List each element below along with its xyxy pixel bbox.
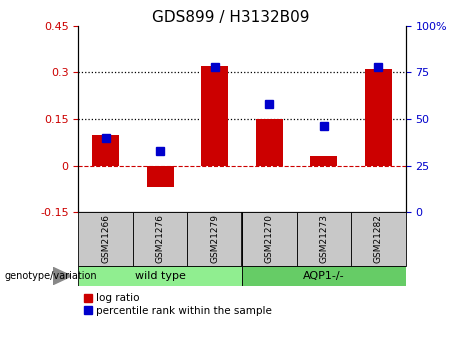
Bar [296,212,351,266]
Bar [92,135,119,166]
Bar [147,166,174,187]
Bar [78,212,133,266]
Bar [242,212,296,266]
Text: AQP1-/-: AQP1-/- [303,271,345,281]
Bar [133,212,188,266]
Text: genotype/variation: genotype/variation [5,271,97,281]
Text: GDS899 / H3132B09: GDS899 / H3132B09 [152,10,309,25]
Bar [351,212,406,266]
Bar [256,119,283,166]
Text: GSM21273: GSM21273 [319,214,328,264]
Polygon shape [53,267,71,285]
Bar [242,266,406,286]
Text: GSM21276: GSM21276 [156,214,165,264]
Bar [310,156,337,166]
Bar [188,212,242,266]
Bar [365,69,392,166]
Text: GSM21279: GSM21279 [210,214,219,264]
Legend: log ratio, percentile rank within the sample: log ratio, percentile rank within the sa… [83,293,272,316]
Bar [78,266,242,286]
Text: GSM21270: GSM21270 [265,214,274,264]
Text: GSM21266: GSM21266 [101,214,110,264]
Text: wild type: wild type [135,271,186,281]
Bar [201,66,228,166]
Text: GSM21282: GSM21282 [374,215,383,263]
